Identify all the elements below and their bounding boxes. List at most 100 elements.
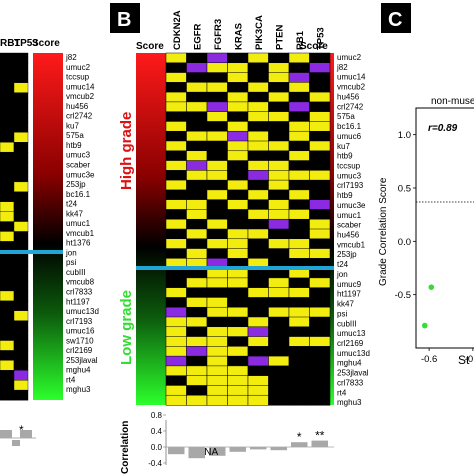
gene-cell — [206, 101, 228, 113]
gene-cell — [309, 189, 331, 201]
gene-cell — [186, 150, 208, 162]
gene-cell — [227, 121, 249, 132]
gene-cell — [206, 72, 228, 83]
gene-cell — [186, 170, 208, 181]
gene-cell — [247, 160, 269, 171]
panel-a-cell-line-label: umuc1 — [66, 219, 91, 228]
gene-cell — [165, 121, 187, 132]
panel-a-cell — [13, 62, 29, 74]
gene-cell — [165, 140, 187, 152]
gene-cell — [247, 121, 269, 132]
gene-cell — [309, 150, 331, 162]
gene-cell — [227, 375, 249, 386]
correlation-tick-label: 0.4 — [151, 427, 163, 436]
gene-cell — [309, 277, 331, 289]
gene-cell — [247, 111, 269, 122]
gene-cell — [268, 130, 290, 142]
gene-cell — [165, 199, 187, 210]
panel-a-cell — [0, 379, 15, 391]
panel-b-cell-line-label: kk47 — [337, 300, 354, 309]
gene-cell — [186, 111, 208, 122]
correlation-bar — [250, 447, 267, 450]
gene-cell — [309, 218, 331, 230]
gene-cell — [186, 189, 208, 201]
panel-a-cell — [0, 62, 15, 74]
gene-cell — [309, 82, 331, 93]
gene-cell — [288, 52, 310, 64]
panel-b-cell-line-label: vmcub2 — [337, 83, 366, 92]
gene-cell — [268, 179, 290, 191]
panel-b-label: B — [117, 9, 131, 31]
gene-cell — [309, 336, 331, 347]
panel-a-cell — [0, 290, 15, 302]
panel-a-cell — [0, 102, 15, 113]
gene-cell — [247, 365, 269, 377]
gene-cell — [247, 238, 269, 250]
panel-a-cell — [0, 161, 15, 173]
panel-a-cell — [0, 330, 15, 342]
gene-cell — [268, 52, 290, 64]
gene-cell — [206, 326, 228, 338]
panel-a-cell-line-label: umuc2 — [66, 63, 91, 72]
panel-b-cell-line-label: cubIII — [337, 319, 357, 328]
gene-cell — [288, 91, 310, 103]
gene-cell — [227, 306, 249, 318]
gene-cell — [288, 316, 310, 328]
panel-b-score-header-left: Score — [136, 41, 164, 52]
gene-cell — [186, 355, 208, 367]
panel-c-y-ticks: 1.0 0.5 0.0 -0.5 — [395, 130, 416, 301]
low-grade-label: Low grade — [118, 290, 135, 365]
high-grade-label: High grade — [118, 112, 135, 190]
panel-a-cell-line-label: kk47 — [66, 209, 83, 218]
gene-cell — [268, 209, 290, 220]
panel-c-x-ticks: -0.6 -0.4 — [421, 348, 474, 365]
panel-a-cell — [13, 340, 29, 351]
gene-cell — [227, 179, 249, 191]
panel-a-cell — [0, 151, 15, 163]
correlation-bar — [188, 447, 205, 459]
panel-b-label-box — [110, 3, 140, 33]
gene-cell — [309, 287, 331, 298]
panel-a-cell — [0, 92, 15, 104]
gene-cell — [206, 316, 228, 328]
gene-cell — [268, 248, 290, 259]
panel-a-star: * — [19, 423, 24, 437]
panel-b-grade-separator — [136, 266, 334, 270]
gene-cell — [165, 189, 187, 201]
panel-b-cell-line-label: vmcub1 — [337, 240, 366, 249]
gene-cell — [186, 385, 208, 396]
panel-b-cell-line-label: 253jp — [337, 250, 357, 259]
panel-a-cell-line-label: cubIII — [66, 268, 86, 277]
y-tick-label: -0.5 — [395, 290, 411, 301]
gene-cell — [165, 101, 187, 113]
y-tick-label: 0.5 — [398, 184, 411, 195]
gene-cell — [165, 316, 187, 328]
gene-cell — [309, 316, 331, 328]
panel-a-mutation-grid — [0, 52, 29, 401]
gene-cell — [268, 218, 290, 230]
gene-cell — [186, 101, 208, 113]
gene-cell — [268, 189, 290, 201]
gene-cell — [247, 179, 269, 191]
gene-cell — [288, 62, 310, 74]
gene-cell — [165, 326, 187, 338]
gene-cell — [165, 385, 187, 396]
panel-a-cell-line-label: ht1376 — [66, 239, 91, 248]
gene-cell — [288, 179, 310, 191]
gene-cell — [186, 228, 208, 240]
panel-b-cell-line-label: htb9 — [337, 152, 353, 161]
panel-a-cell-line-label: vmcub1 — [66, 229, 95, 238]
panel-a-cell — [0, 142, 15, 153]
panel-a-cell — [13, 370, 29, 381]
gene-cell — [206, 346, 228, 357]
gene-cell — [165, 130, 187, 142]
y-tick-label: 1.0 — [398, 130, 411, 141]
gene-cell — [247, 150, 269, 162]
gene-cell — [186, 218, 208, 230]
gene-cell — [288, 297, 310, 308]
gene-header: PIK3CA — [254, 15, 265, 50]
panel-b-cell-line-label: tccsup — [337, 161, 361, 170]
gene-cell — [288, 365, 310, 377]
gene-cell — [247, 140, 269, 152]
gene-cell — [247, 62, 269, 74]
